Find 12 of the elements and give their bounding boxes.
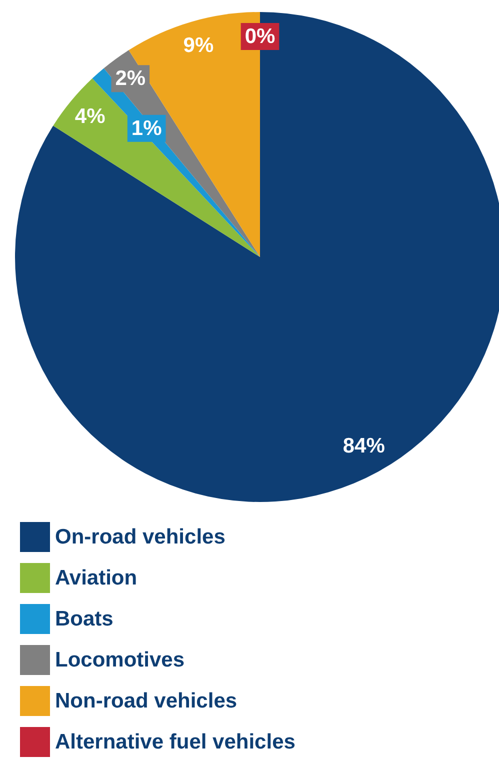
data-label: 1%: [131, 116, 162, 140]
legend-label: On-road vehicles: [55, 526, 226, 548]
legend-label: Aviation: [55, 566, 138, 590]
text: 0%: [244, 25, 276, 48]
data-label: 2%: [115, 67, 146, 90]
data-label: 9%: [183, 34, 214, 57]
legend-label: Alternative fuel vehicles: [55, 730, 296, 754]
legend-label: Non-road vehicles: [55, 690, 238, 712]
legend-label: Boats: [55, 608, 114, 630]
data-label: 84%: [342, 434, 386, 458]
data-label: 4%: [74, 104, 106, 128]
legend-label: Locomotives: [55, 648, 185, 672]
